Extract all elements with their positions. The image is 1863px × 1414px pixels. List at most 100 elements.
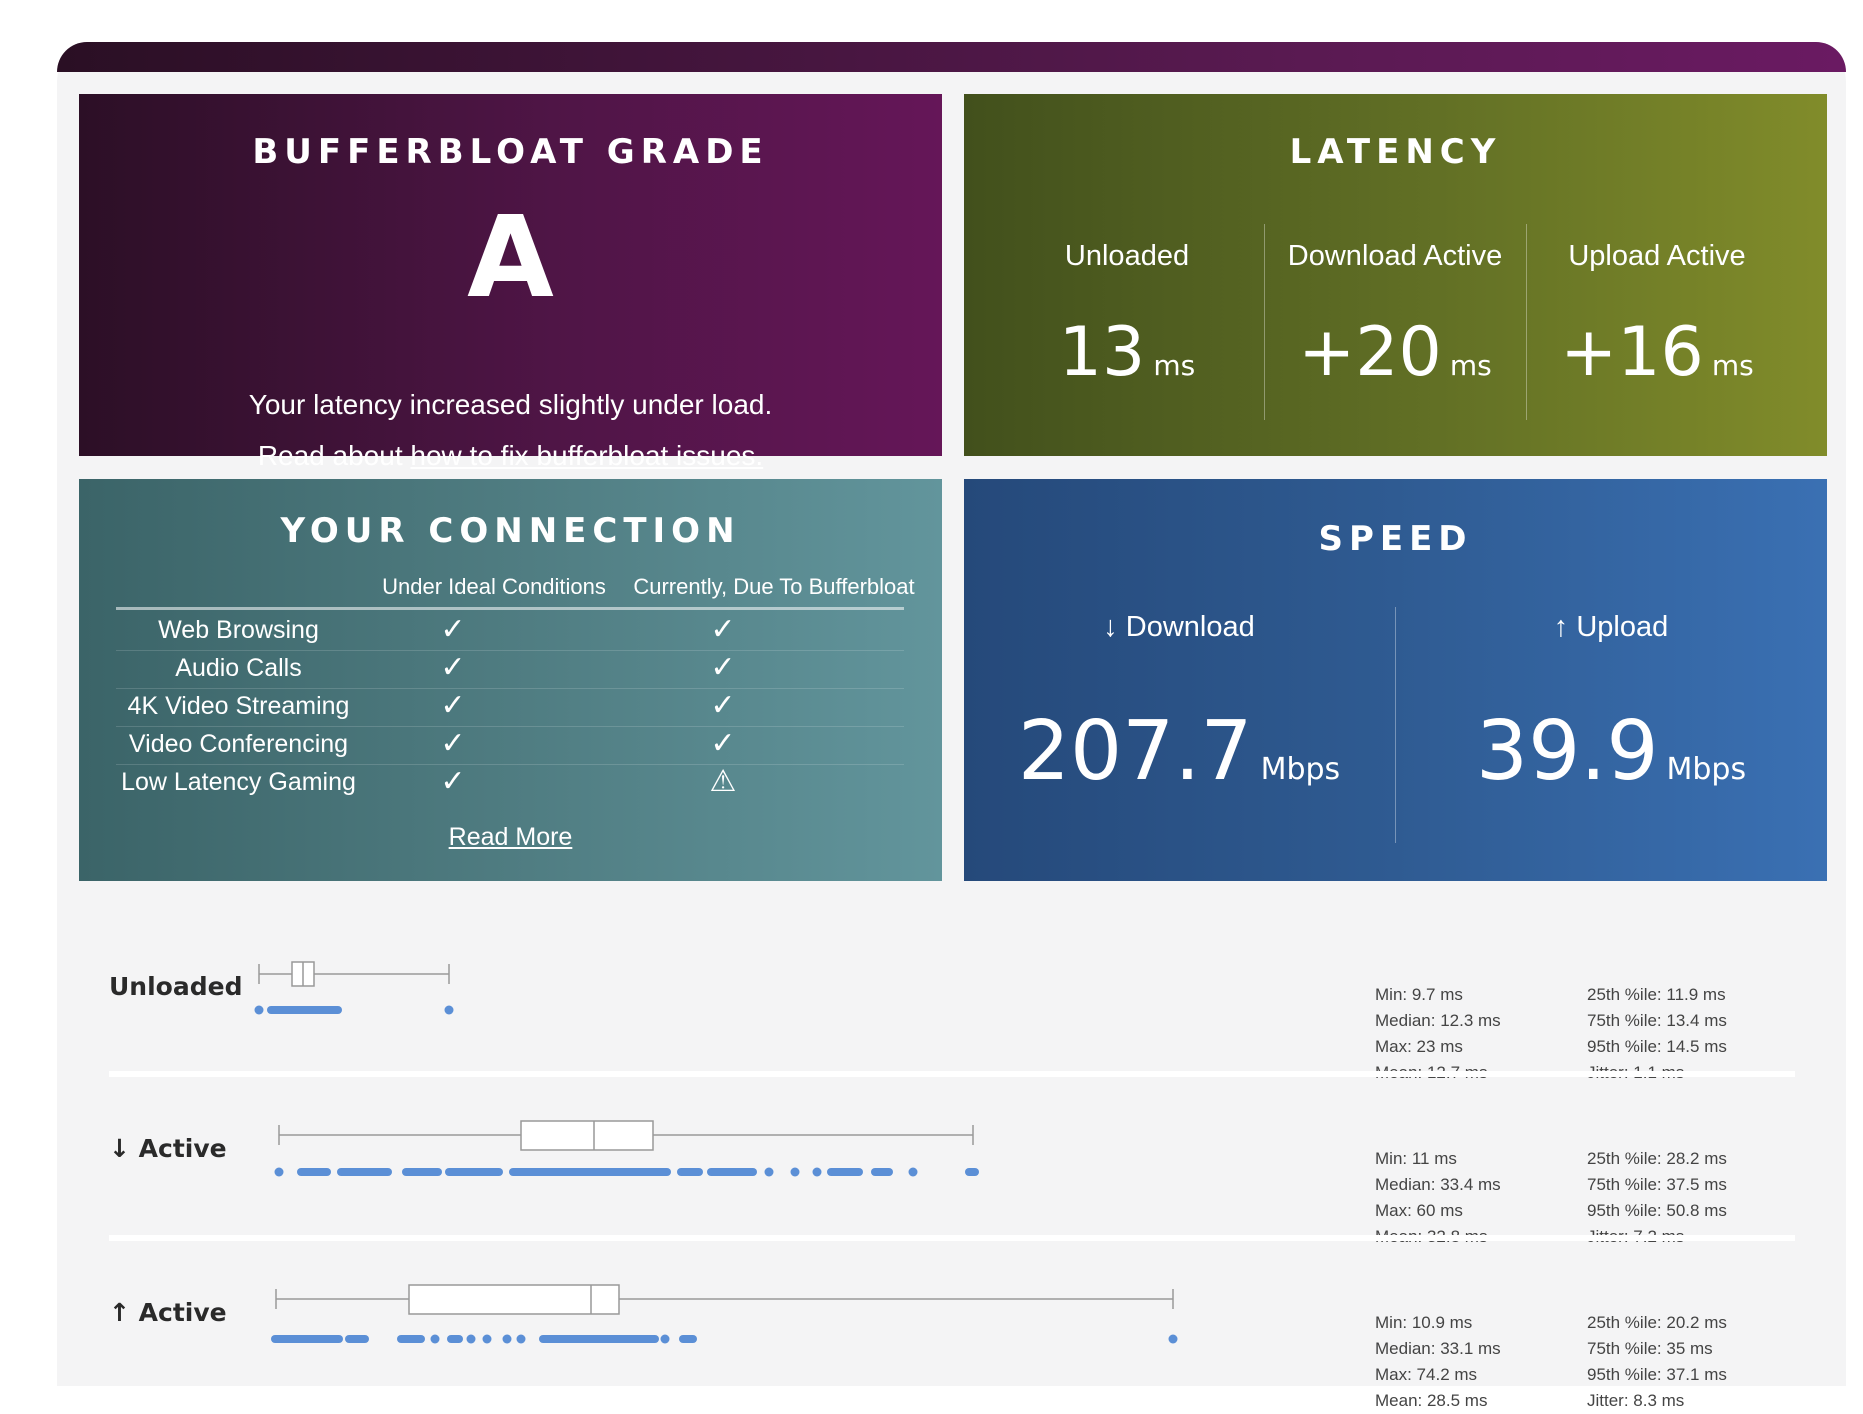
connection-row: Video Conferencing ✓ ✓ (116, 726, 904, 765)
connection-title: YOUR CONNECTION (280, 511, 741, 551)
latency-download-value: +20 (1298, 313, 1442, 392)
connection-row: Audio Calls ✓ ✓ (116, 650, 904, 689)
stat: 25th %ile: 20.2 ms (1587, 1313, 1727, 1332)
stat: 25th %ile: 11.9 ms (1587, 985, 1726, 1004)
latency-unloaded-label: Unloaded (1064, 240, 1190, 272)
check-icon: ✓ (710, 651, 736, 684)
grade-title: BUFFERBLOAT GRADE (252, 132, 769, 172)
download-label: ↓ Download (1103, 611, 1255, 643)
unloaded-dots (254, 1005, 454, 1015)
speed-panel: SPEED ↓ Download 207.7 Mbps ↑ Upload 39.9… (964, 479, 1827, 881)
stat: Median: 33.1 ms (1375, 1339, 1501, 1358)
stat: 95th %ile: 37.1 ms (1587, 1365, 1727, 1384)
upload-active-boxplot (275, 1284, 1174, 1315)
connection-row: Web Browsing ✓ ✓ (116, 612, 904, 651)
connection-row-name: Audio Calls (175, 654, 302, 682)
grade-letter: A (467, 193, 554, 323)
stat: 75th %ile: 13.4 ms (1587, 1011, 1727, 1030)
bufferbloat-grade-panel: BUFFERBLOAT GRADE A Your latency increas… (79, 94, 942, 471)
stat: 25th %ile: 28.2 ms (1587, 1149, 1727, 1168)
read-more-line: Read More (79, 823, 942, 852)
latency-panel: LATENCY Unloaded 13 ms Download Active +2… (964, 94, 1827, 456)
stat: 95th %ile: 14.5 ms (1587, 1037, 1727, 1056)
latency-upload-value: +16 (1560, 313, 1704, 392)
latency-distribution-plots (254, 961, 1178, 1344)
stat: Jitter: 8.3 ms (1587, 1391, 1685, 1410)
connection-row: 4K Video Streaming ✓ ✓ (116, 688, 904, 727)
unloaded-boxplot (258, 961, 450, 987)
metric-download-active-label: ↓ Active (109, 1134, 227, 1163)
speed-download: ↓ Download 207.7 Mbps (964, 599, 1394, 829)
speed-upload: ↑ Upload 39.9 Mbps (1396, 599, 1826, 829)
speed-divider (1395, 607, 1396, 843)
upload-unit: Mbps (1666, 752, 1747, 787)
metric-upload-active-label: ↑ Active (109, 1298, 227, 1327)
check-icon: ✓ (710, 689, 736, 722)
speed-title: SPEED (1318, 519, 1473, 559)
connection-header-rule (116, 607, 904, 610)
latency-download-active: Download Active +20 ms (1264, 224, 1526, 424)
latency-unloaded-value-line: 13 ms (996, 313, 1258, 392)
connection-row-name: Video Conferencing (128, 730, 349, 758)
download-active-dots (274, 1167, 979, 1177)
fix-bufferbloat-link[interactable]: how to fix bufferbloat issues. (410, 440, 764, 471)
upload-label: ↑ Upload (1553, 611, 1669, 643)
download-unit: Mbps (1260, 752, 1341, 787)
latency-unloaded: Unloaded 13 ms (996, 224, 1258, 424)
connection-panel: YOUR CONNECTION Under Ideal Conditions C… (79, 479, 942, 881)
download-active-boxplot (278, 1120, 974, 1151)
stat: Mean: 28.5 ms (1375, 1391, 1488, 1410)
latency-upload-value-line: +16 ms (1526, 313, 1788, 392)
check-icon: ✓ (440, 613, 466, 646)
check-icon: ✓ (440, 689, 466, 722)
stat: Min: 10.9 ms (1375, 1313, 1473, 1332)
connection-row-name: Low Latency Gaming (121, 768, 356, 796)
download-value: 207.7 (1017, 704, 1253, 799)
stat: 75th %ile: 37.5 ms (1587, 1175, 1727, 1194)
stat: Min: 11 ms (1375, 1149, 1457, 1168)
latency-download-label: Download Active (1287, 240, 1503, 272)
latency-divider (1264, 224, 1265, 420)
download-value-line: 207.7 Mbps (964, 704, 1394, 799)
stat: Median: 12.3 ms (1375, 1011, 1501, 1030)
stat: Min: 9.7 ms (1375, 985, 1463, 1004)
grade-read-line: Read about how to fix bufferbloat issues… (79, 440, 942, 472)
row-separator (109, 1071, 1795, 1077)
check-icon: ✓ (440, 651, 466, 684)
check-icon: ✓ (710, 613, 736, 646)
stat: Max: 74.2 ms (1375, 1365, 1478, 1384)
grade-message: Your latency increased slightly under lo… (248, 389, 773, 420)
connection-row-name: 4K Video Streaming (127, 692, 350, 720)
top-bar (57, 42, 1846, 72)
check-icon: ✓ (710, 727, 736, 760)
latency-divider (1526, 224, 1527, 420)
row-separator (109, 1235, 1795, 1241)
latency-unloaded-value: 13 (1058, 313, 1146, 392)
connection-col-ideal: Under Ideal Conditions (382, 574, 606, 599)
stat: Median: 33.4 ms (1375, 1175, 1501, 1194)
download-active-stats-right: 25th %ile: 28.2 ms 75th %ile: 37.5 ms 95… (1587, 1146, 1727, 1250)
stat: Max: 60 ms (1375, 1201, 1463, 1220)
upload-value-line: 39.9 Mbps (1396, 704, 1826, 799)
results-container: BUFFERBLOAT GRADE A Your latency increas… (57, 42, 1846, 1410)
latency-download-unit: ms (1449, 349, 1492, 382)
connection-row-name: Web Browsing (158, 616, 319, 644)
warning-icon: ⚠ (709, 765, 737, 798)
grade-read-prefix: Read about (257, 440, 411, 471)
latency-unloaded-unit: ms (1153, 349, 1196, 382)
connection-row: Low Latency Gaming ✓ ⚠ (116, 764, 904, 802)
latency-download-value-line: +20 ms (1264, 313, 1526, 392)
metric-unloaded-label: Unloaded (109, 972, 243, 1001)
upload-active-dots (271, 1334, 1178, 1344)
latency-upload-unit: ms (1711, 349, 1754, 382)
latency-upload-active: Upload Active +16 ms (1526, 224, 1788, 424)
upload-value: 39.9 (1475, 704, 1659, 799)
stat: 75th %ile: 35 ms (1587, 1339, 1713, 1358)
stat: 95th %ile: 50.8 ms (1587, 1201, 1727, 1220)
stat: Max: 23 ms (1375, 1037, 1463, 1056)
read-more-link[interactable]: Read More (448, 823, 573, 851)
unloaded-stats-right: 25th %ile: 11.9 ms 75th %ile: 13.4 ms 95… (1587, 982, 1727, 1086)
latency-upload-label: Upload Active (1568, 240, 1746, 272)
check-icon: ✓ (440, 765, 466, 798)
check-icon: ✓ (440, 727, 466, 760)
